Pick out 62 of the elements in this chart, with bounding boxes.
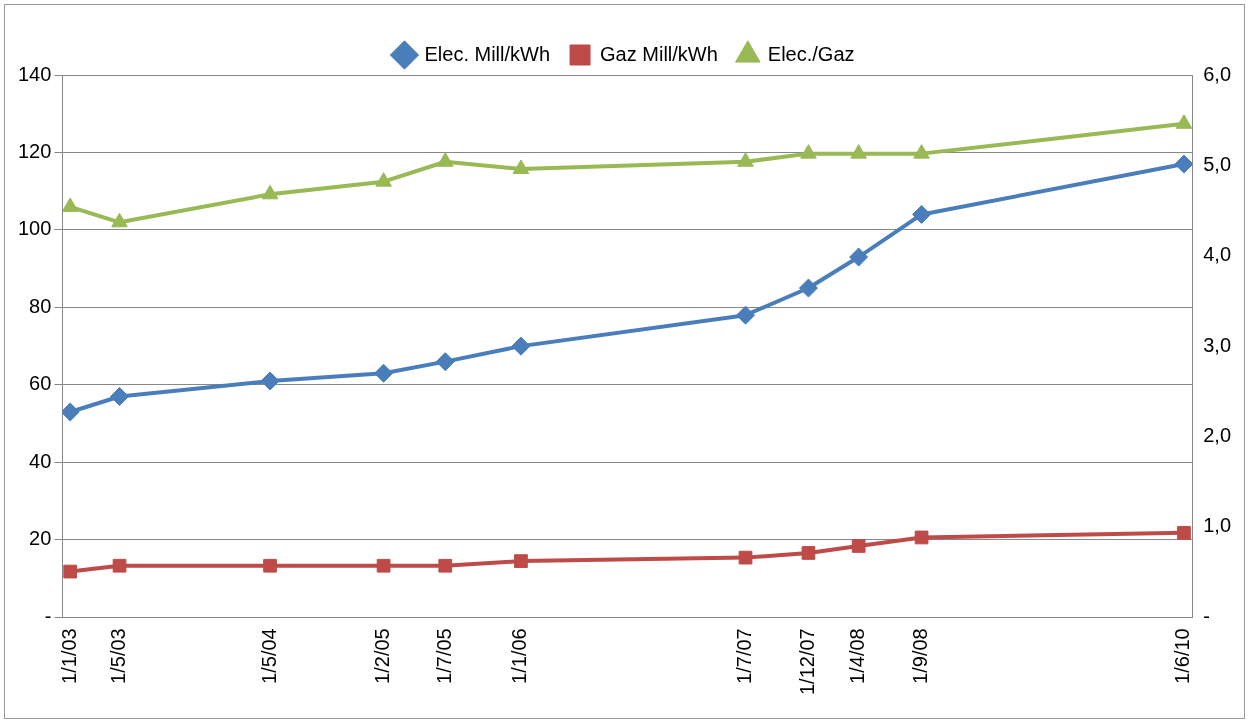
point <box>798 278 818 298</box>
point <box>850 144 867 159</box>
point <box>261 184 279 200</box>
point <box>849 247 869 267</box>
point <box>436 152 454 167</box>
y-tick-label: 120 <box>17 139 52 162</box>
x-tick-label: 1/4/08 <box>846 628 869 684</box>
point <box>1177 525 1191 540</box>
point <box>512 159 530 174</box>
y-tick-label: 20 <box>29 527 52 550</box>
point <box>435 352 455 372</box>
x-tick-label: 1/2/05 <box>371 628 394 684</box>
point <box>260 371 280 391</box>
point <box>914 530 929 545</box>
point <box>801 546 816 560</box>
point <box>438 558 453 573</box>
point <box>111 212 128 228</box>
point <box>263 558 277 573</box>
y2-tick-label: - <box>1203 604 1210 627</box>
x-tick-label: 1/1/03 <box>57 628 80 684</box>
point <box>63 564 78 579</box>
point <box>1175 114 1193 129</box>
point <box>912 204 932 224</box>
point <box>511 336 531 356</box>
point <box>736 305 756 325</box>
x-tick-label: 1/5/03 <box>107 628 130 684</box>
y2-tick-label: 5,0 <box>1203 152 1232 175</box>
point <box>376 558 391 573</box>
y-tick-label: 140 <box>17 62 52 85</box>
y-tick-label: 40 <box>29 449 52 472</box>
y2-tick-label: 6,0 <box>1203 62 1232 85</box>
legend-label: Gaz Mill/kWh <box>600 42 718 65</box>
point <box>913 144 930 159</box>
point <box>62 402 80 422</box>
x-tick-label: 1/6/10 <box>1171 628 1194 684</box>
y-tick-label: 80 <box>29 294 52 317</box>
x-tick-label: 1/1/06 <box>508 628 531 684</box>
point <box>514 554 528 568</box>
point <box>375 172 392 187</box>
y-tick-label: 60 <box>29 372 52 395</box>
y-tick-label: - <box>44 604 52 627</box>
x-tick-label: 1/12/07 <box>795 628 818 696</box>
point <box>112 558 127 573</box>
point <box>62 197 79 212</box>
point <box>737 152 754 167</box>
point <box>1174 154 1193 174</box>
y2-tick-label: 3,0 <box>1203 333 1232 356</box>
y2-tick-label: 4,0 <box>1203 243 1232 266</box>
y2-tick-label: 2,0 <box>1203 424 1232 447</box>
x-tick-label: 1/5/04 <box>257 628 280 684</box>
y-tick-label: 100 <box>17 217 52 240</box>
legend-label: Elec./Gaz <box>767 42 855 65</box>
point <box>851 539 866 553</box>
y2-tick-label: 1,0 <box>1203 514 1232 537</box>
point <box>110 386 130 406</box>
x-tick-label: 1/7/05 <box>432 628 455 684</box>
x-tick-label: 1/9/08 <box>909 628 932 684</box>
point <box>800 144 817 159</box>
legend-label: Elec. Mill/kWh <box>424 42 551 65</box>
point <box>738 550 753 565</box>
point <box>374 363 394 383</box>
x-tick-label: 1/7/07 <box>733 628 756 684</box>
